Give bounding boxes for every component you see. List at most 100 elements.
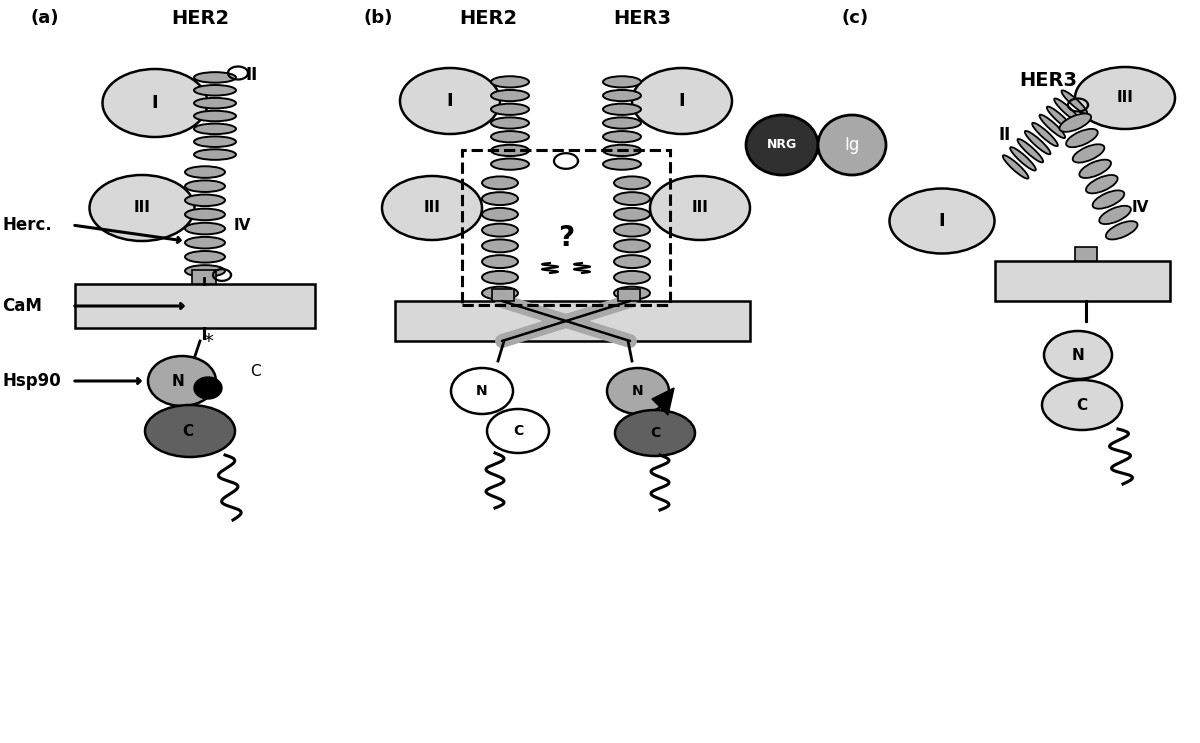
Ellipse shape <box>491 158 529 169</box>
Text: I: I <box>679 92 685 110</box>
Ellipse shape <box>194 98 236 108</box>
Text: III: III <box>133 201 150 215</box>
Ellipse shape <box>1066 129 1098 147</box>
Text: HER2: HER2 <box>458 8 517 27</box>
Ellipse shape <box>614 176 650 189</box>
Text: N: N <box>172 374 185 389</box>
Ellipse shape <box>1086 175 1117 193</box>
Text: *: * <box>203 331 212 351</box>
Ellipse shape <box>194 149 236 160</box>
Text: IV: IV <box>233 218 251 233</box>
Bar <box>395 301 750 341</box>
Ellipse shape <box>185 166 226 178</box>
Bar <box>74 284 314 328</box>
Ellipse shape <box>194 123 236 134</box>
Ellipse shape <box>482 192 518 205</box>
Text: IV: IV <box>1132 201 1148 215</box>
Text: HER3: HER3 <box>613 8 671 27</box>
Ellipse shape <box>1010 147 1036 171</box>
Ellipse shape <box>185 181 226 192</box>
Polygon shape <box>652 388 674 415</box>
Ellipse shape <box>194 111 236 121</box>
Text: Hsp90: Hsp90 <box>2 372 61 390</box>
Ellipse shape <box>1092 190 1124 209</box>
Ellipse shape <box>604 90 641 101</box>
Bar <box>995 261 1170 301</box>
Ellipse shape <box>614 255 650 268</box>
Text: III: III <box>691 201 708 215</box>
Ellipse shape <box>632 68 732 134</box>
Text: Herc.: Herc. <box>2 216 52 234</box>
Ellipse shape <box>491 90 529 101</box>
Ellipse shape <box>1073 144 1104 163</box>
Text: III: III <box>1116 91 1134 106</box>
Ellipse shape <box>614 287 650 299</box>
Ellipse shape <box>614 239 650 253</box>
Ellipse shape <box>491 131 529 143</box>
Text: II: II <box>246 66 258 84</box>
Text: III: III <box>424 201 440 215</box>
Ellipse shape <box>482 224 518 236</box>
Ellipse shape <box>194 85 236 96</box>
Ellipse shape <box>1044 331 1112 379</box>
Ellipse shape <box>451 368 514 414</box>
Ellipse shape <box>1039 114 1066 138</box>
Ellipse shape <box>616 410 695 456</box>
Ellipse shape <box>1060 114 1091 132</box>
Ellipse shape <box>491 77 529 88</box>
Bar <box>492 289 514 301</box>
Ellipse shape <box>607 368 670 414</box>
Ellipse shape <box>90 175 194 241</box>
Ellipse shape <box>650 176 750 240</box>
Ellipse shape <box>1062 91 1087 114</box>
Text: N: N <box>1072 348 1085 363</box>
Ellipse shape <box>614 224 650 236</box>
Ellipse shape <box>487 409 550 453</box>
Ellipse shape <box>604 145 641 156</box>
Ellipse shape <box>1054 99 1080 122</box>
Text: N: N <box>476 384 488 398</box>
Text: C: C <box>250 363 260 378</box>
Ellipse shape <box>1099 206 1130 224</box>
Ellipse shape <box>1003 155 1028 178</box>
Text: I: I <box>938 212 946 230</box>
Ellipse shape <box>1025 131 1050 155</box>
Text: N: N <box>632 384 644 398</box>
Ellipse shape <box>194 72 236 82</box>
Ellipse shape <box>482 271 518 284</box>
Ellipse shape <box>1046 106 1073 130</box>
Text: C: C <box>1076 398 1087 412</box>
Text: C: C <box>512 424 523 438</box>
Ellipse shape <box>491 145 529 156</box>
Ellipse shape <box>491 104 529 115</box>
Text: ?: ? <box>558 224 574 252</box>
Ellipse shape <box>185 195 226 206</box>
Ellipse shape <box>194 137 236 147</box>
Ellipse shape <box>1032 123 1058 146</box>
Ellipse shape <box>1079 160 1111 178</box>
Ellipse shape <box>148 356 216 406</box>
Text: CaM: CaM <box>2 297 42 315</box>
Bar <box>618 289 640 301</box>
Ellipse shape <box>614 271 650 284</box>
Ellipse shape <box>604 104 641 115</box>
Ellipse shape <box>382 176 482 240</box>
Ellipse shape <box>185 237 226 248</box>
Ellipse shape <box>746 115 818 175</box>
Bar <box>192 270 216 284</box>
Ellipse shape <box>185 265 226 276</box>
Text: II: II <box>998 126 1012 144</box>
Ellipse shape <box>102 69 208 137</box>
Ellipse shape <box>185 251 226 262</box>
Ellipse shape <box>482 287 518 299</box>
Ellipse shape <box>1106 221 1138 239</box>
Ellipse shape <box>1075 67 1175 129</box>
Ellipse shape <box>614 192 650 205</box>
Bar <box>1075 247 1097 261</box>
Ellipse shape <box>482 239 518 253</box>
Ellipse shape <box>400 68 500 134</box>
Text: (a): (a) <box>31 9 59 27</box>
Text: C: C <box>650 426 660 440</box>
Ellipse shape <box>491 117 529 129</box>
Ellipse shape <box>818 115 886 175</box>
